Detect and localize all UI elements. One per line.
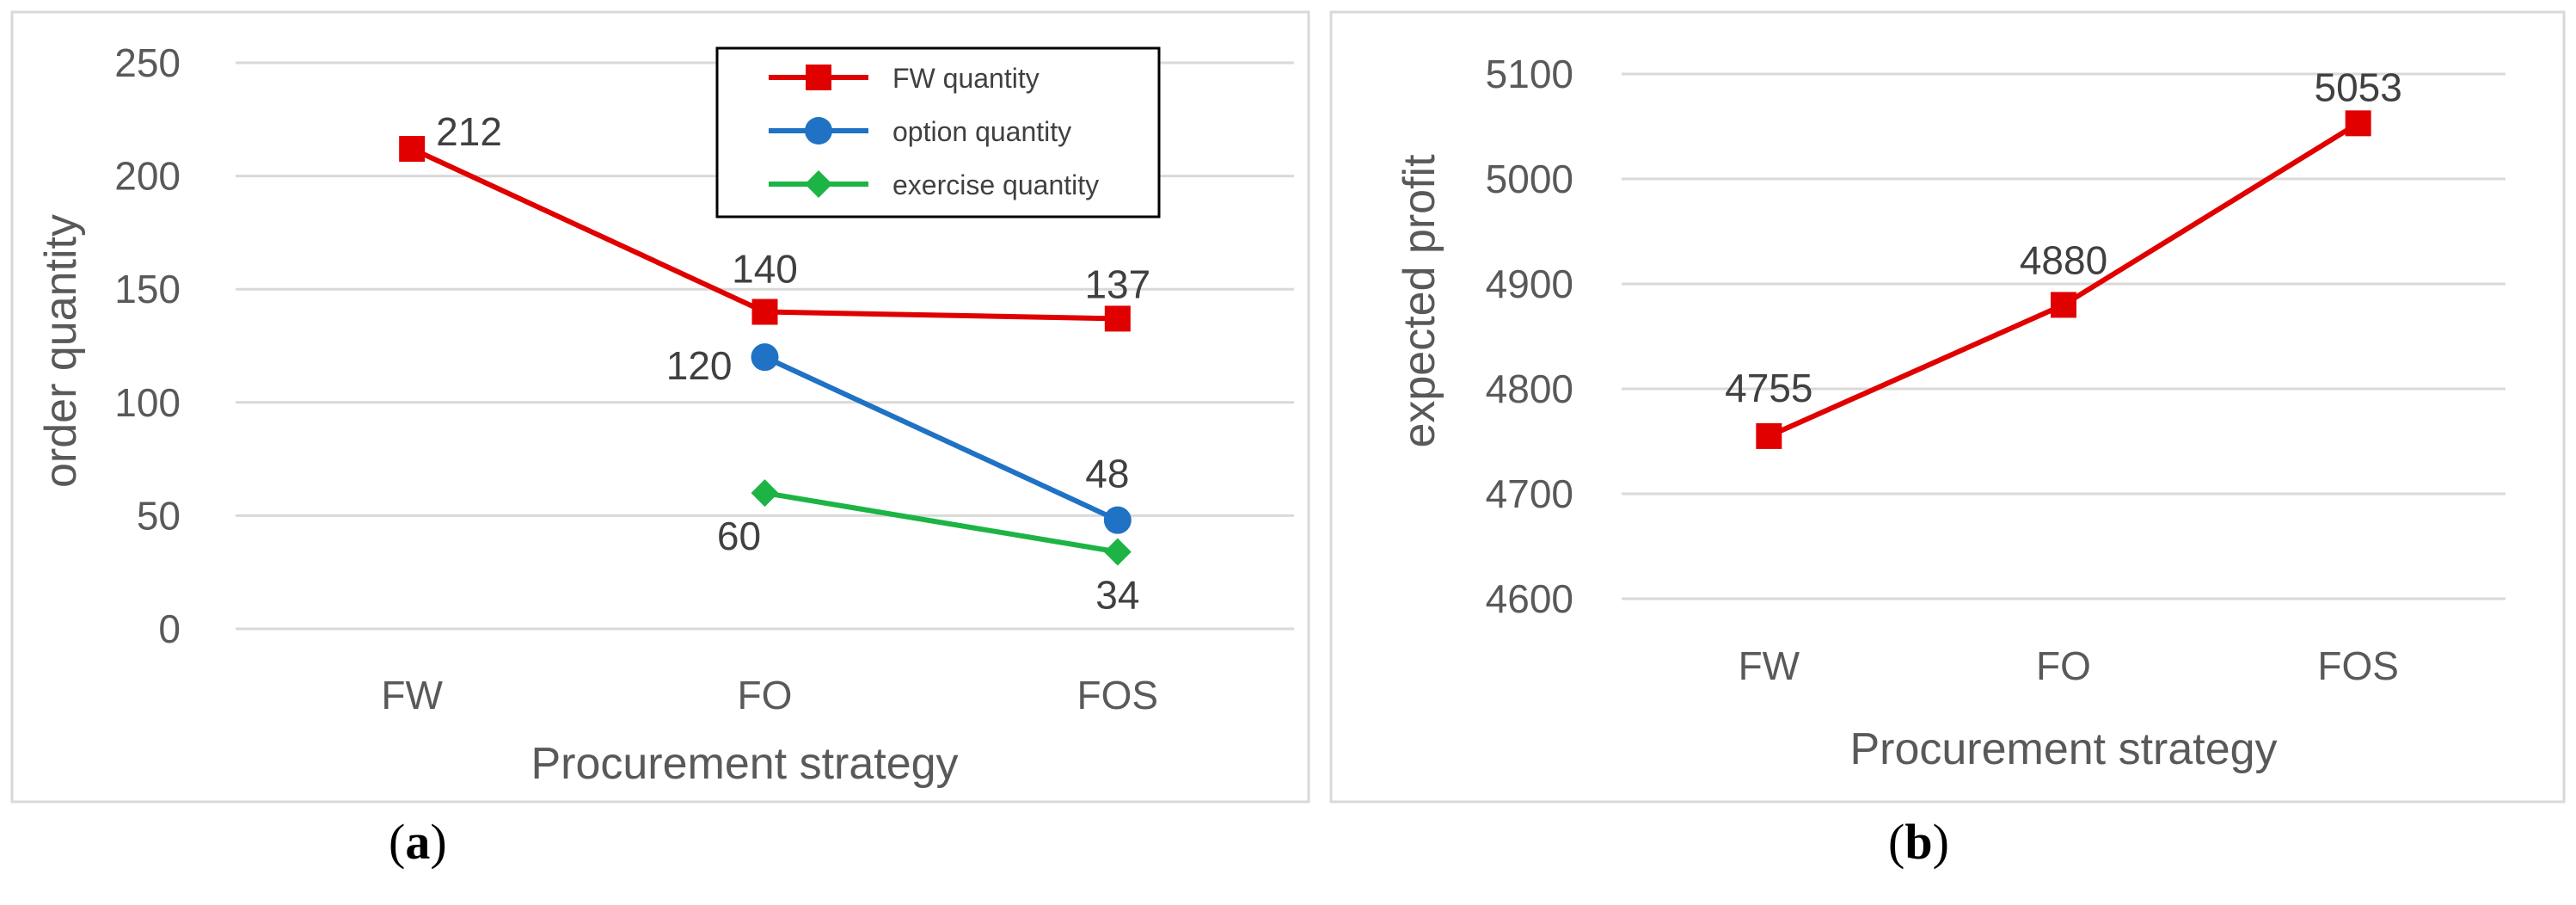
y-tick-label: 150 <box>114 267 181 311</box>
data-point <box>1103 538 1132 566</box>
series-line <box>764 354 1119 523</box>
caption-a-label: a <box>405 814 431 870</box>
caption-b-label: b <box>1904 814 1933 870</box>
x-tick-label: FOS <box>2317 643 2399 688</box>
y-tick-label: 250 <box>114 40 181 85</box>
data-point <box>1756 422 1782 449</box>
data-point <box>2051 292 2076 318</box>
data-label: 34 <box>1095 573 1139 618</box>
data-label: 48 <box>1085 452 1129 496</box>
caption-a: (a) <box>389 814 447 870</box>
legend-marker <box>805 170 832 198</box>
y-tick-label: 5000 <box>1486 157 1573 201</box>
y-axis-title: order quantity <box>36 214 86 488</box>
x-tick-label: FW <box>381 673 443 717</box>
caption-b: (b) <box>1888 814 1949 870</box>
x-axis-title: Procurement strategy <box>1849 724 2277 774</box>
x-tick-label: FO <box>738 673 793 717</box>
data-point <box>751 343 779 372</box>
x-tick-label: FW <box>1739 643 1800 688</box>
chart-b-frame <box>1329 10 2566 803</box>
y-axis-title: expected profit <box>1395 154 1444 448</box>
data-label: 140 <box>732 247 798 292</box>
legend-label: exercise quantity <box>892 169 1099 200</box>
data-label: 60 <box>717 514 761 558</box>
data-point <box>1104 305 1131 332</box>
x-tick-label: FOS <box>1077 673 1159 717</box>
x-tick-label: FO <box>2036 643 2091 688</box>
y-tick-label: 4700 <box>1486 471 1573 516</box>
x-axis-title: Procurement strategy <box>531 739 958 789</box>
data-label: 4880 <box>2020 237 2107 282</box>
y-tick-label: 5100 <box>1486 52 1573 96</box>
data-label: 5053 <box>2314 65 2401 109</box>
y-tick-label: 4800 <box>1486 366 1573 411</box>
legend-marker <box>806 65 831 90</box>
y-tick-label: 0 <box>158 606 181 651</box>
y-tick-label: 4900 <box>1486 262 1573 306</box>
series-line <box>764 490 1119 555</box>
data-point <box>751 479 779 508</box>
data-label: 120 <box>666 343 733 388</box>
y-tick-label: 200 <box>114 154 181 199</box>
data-point <box>399 136 426 163</box>
y-tick-label: 4600 <box>1486 576 1573 621</box>
data-label: 212 <box>436 109 502 154</box>
data-point <box>2345 110 2371 137</box>
data-label: 4755 <box>1725 366 1812 410</box>
legend-marker <box>805 117 832 145</box>
y-tick-label: 100 <box>114 380 181 425</box>
legend-label: FW quantity <box>892 63 1040 94</box>
data-label: 137 <box>1084 262 1150 306</box>
data-point <box>1103 506 1132 534</box>
legend-label: option quantity <box>892 116 1071 147</box>
data-point <box>751 299 778 325</box>
y-tick-label: 50 <box>137 493 181 538</box>
